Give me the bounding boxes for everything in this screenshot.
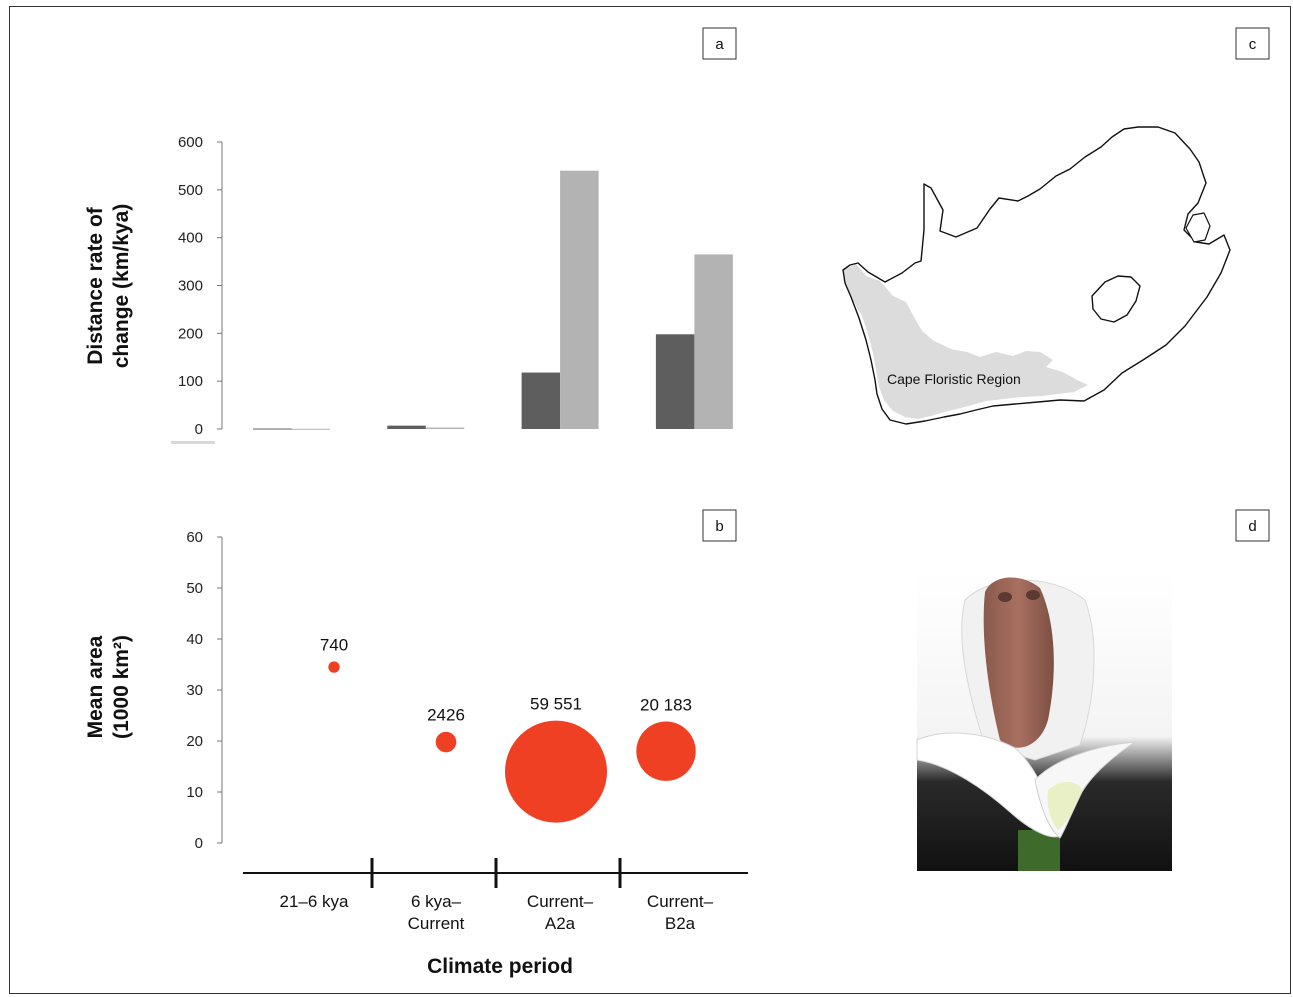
figure-frame bbox=[9, 6, 1291, 994]
country-outline bbox=[842, 126, 1231, 425]
bar-series2-2 bbox=[425, 427, 465, 429]
y-tick-label: 20 bbox=[186, 733, 203, 750]
y-tick-label: 60 bbox=[186, 529, 203, 546]
y-tick-label: 0 bbox=[195, 421, 203, 438]
svg-text:c: c bbox=[1249, 36, 1257, 53]
period-label: 21–6 kya bbox=[280, 892, 350, 911]
bar-series1-3 bbox=[521, 372, 561, 429]
y-tick-label: 500 bbox=[178, 182, 203, 199]
bar-series2-4 bbox=[694, 254, 733, 429]
frog-eye-right bbox=[1026, 590, 1040, 600]
y-axis-title-line1: Distance rate of bbox=[84, 206, 107, 365]
bar-series1-4 bbox=[655, 334, 695, 429]
bubble-2 bbox=[435, 731, 457, 753]
period-label: Current– bbox=[647, 892, 714, 911]
panel-letter-d: d bbox=[1235, 509, 1270, 542]
bar-series2-3 bbox=[560, 170, 599, 429]
svg-text:b: b bbox=[715, 518, 723, 535]
swaziland-outline bbox=[1185, 212, 1211, 243]
y-tick-label: 600 bbox=[178, 134, 203, 151]
bubble-value-label: 2426 bbox=[427, 706, 465, 725]
bubble-1 bbox=[328, 661, 340, 673]
y-tick-label: 0 bbox=[195, 835, 203, 852]
period-label: Current bbox=[408, 914, 465, 933]
axis-stub bbox=[171, 441, 215, 444]
y-tick-label: 400 bbox=[178, 230, 203, 247]
panel-letter-b: b bbox=[702, 509, 737, 542]
bar-series2-1 bbox=[291, 428, 330, 430]
frog-body bbox=[983, 577, 1054, 748]
bar-series1-2 bbox=[387, 425, 426, 429]
period-label: B2a bbox=[665, 914, 696, 933]
lily-throat bbox=[1047, 781, 1082, 830]
bubble-value-label: 740 bbox=[320, 635, 348, 654]
cape-floristic-region-label: Cape Floristic Region bbox=[887, 371, 1021, 387]
svg-text:a: a bbox=[715, 36, 724, 53]
y-tick-label: 300 bbox=[178, 278, 203, 295]
bubble-value-label: 20 183 bbox=[640, 696, 692, 715]
cape-floristic-region-area bbox=[843, 264, 1088, 419]
bubble-chart-mean-area: 0 10 20 30 40 50 60 740 2426 59 551 20 183 21–6 k… bbox=[84, 529, 748, 978]
y-axis-title-line2: change (km/kya) bbox=[110, 204, 133, 369]
y-tick-label: 100 bbox=[178, 373, 203, 390]
lesotho-outline bbox=[1091, 275, 1141, 323]
bubble-4 bbox=[636, 721, 696, 781]
period-label: 6 kya– bbox=[411, 892, 462, 911]
bubble-value-label: 59 551 bbox=[530, 695, 582, 714]
y-tick-label: 200 bbox=[178, 325, 203, 342]
y-axis-title-line1: Mean area bbox=[84, 635, 107, 738]
panel-letter-c: c bbox=[1235, 27, 1270, 60]
south-africa-map: Cape Floristic Region bbox=[842, 126, 1231, 425]
y-tick-label: 10 bbox=[186, 784, 203, 801]
panel-letter-a: a bbox=[702, 27, 737, 60]
y-tick-label: 30 bbox=[186, 682, 203, 699]
y-tick-label: 50 bbox=[186, 580, 203, 597]
bar-chart-distance-rate: 0 100 200 300 400 500 600 Distance rate of cha… bbox=[84, 134, 733, 444]
period-label: Current– bbox=[527, 892, 594, 911]
y-tick-label: 40 bbox=[186, 631, 203, 648]
bar-series1-1 bbox=[253, 428, 292, 430]
frog-eye-left bbox=[998, 592, 1012, 602]
svg-text:d: d bbox=[1248, 518, 1256, 535]
frog-photo bbox=[916, 572, 1172, 871]
y-axis-title-line2: (1000 km²) bbox=[110, 635, 133, 739]
period-label: A2a bbox=[545, 914, 576, 933]
bubble-3 bbox=[505, 720, 607, 823]
x-axis-title: Climate period bbox=[427, 955, 573, 978]
